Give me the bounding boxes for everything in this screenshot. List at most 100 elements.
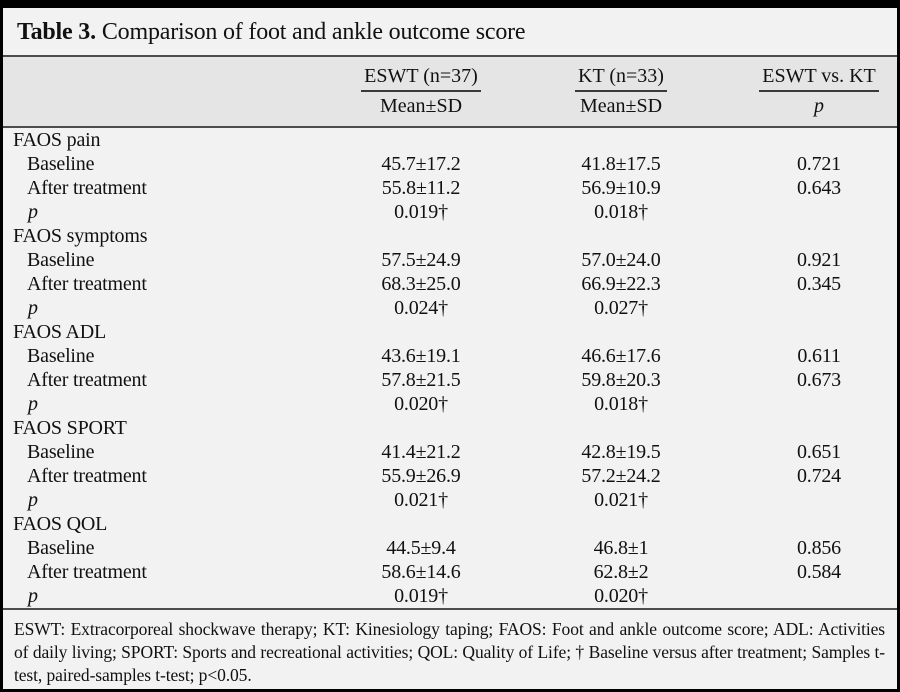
eswt-value-cell: 43.6±19.1 bbox=[381, 345, 461, 367]
p-value-cell: 0.584 bbox=[796, 561, 841, 583]
row-label-cell: After treatment bbox=[27, 369, 147, 391]
kt-value-cell: 56.9±10.9 bbox=[581, 177, 661, 199]
row-label-cell: FAOS ADL bbox=[13, 321, 107, 343]
p-value-cell bbox=[721, 584, 897, 608]
eswt-value-cell: 57.5±24.9 bbox=[381, 249, 461, 271]
group-label-eswt: ESWT (n=37) bbox=[361, 64, 481, 92]
kt-value-cell: 0.027† bbox=[594, 297, 648, 319]
table-row: FAOS SPORT bbox=[3, 416, 897, 440]
subheader-eswt-meansd: Mean±SD bbox=[379, 95, 463, 117]
row-label-cell: Baseline bbox=[27, 441, 95, 463]
row-label-cell: After treatment bbox=[27, 561, 147, 583]
table-row: FAOS pain bbox=[3, 127, 897, 152]
table-footnote: ESWT: Extracorporeal shockwave therapy; … bbox=[3, 608, 897, 689]
row-label-cell: FAOS QOL bbox=[13, 513, 108, 535]
kt-value-cell: 0.021† bbox=[594, 489, 648, 511]
row-label-cell: After treatment bbox=[27, 465, 147, 487]
kt-value-cell: 46.6±17.6 bbox=[581, 345, 661, 367]
table-row: p 0.019† 0.020† bbox=[3, 584, 897, 608]
row-label-cell: p bbox=[28, 201, 38, 223]
table-row: After treatment 55.9±26.9 57.2±24.2 0.72… bbox=[3, 464, 897, 488]
p-value-cell bbox=[721, 512, 897, 536]
kt-value-cell bbox=[521, 320, 721, 344]
row-label-cell: FAOS symptoms bbox=[13, 225, 148, 247]
kt-value-cell bbox=[521, 512, 721, 536]
eswt-value-cell: 55.8±11.2 bbox=[381, 177, 461, 199]
row-label-cell: Baseline bbox=[27, 153, 95, 175]
eswt-value-cell: 57.8±21.5 bbox=[381, 369, 461, 391]
row-label-cell: p bbox=[28, 393, 38, 415]
header-group-comparison: ESWT vs. KT p bbox=[721, 55, 897, 128]
p-value-cell: 0.643 bbox=[796, 177, 841, 199]
eswt-value-cell: 68.3±25.0 bbox=[381, 273, 461, 295]
eswt-value-cell: 0.021† bbox=[394, 489, 448, 511]
eswt-value-cell bbox=[321, 416, 521, 440]
p-value-cell: 0.651 bbox=[796, 441, 841, 463]
eswt-value-cell bbox=[321, 127, 521, 152]
group-label-kt: KT (n=33) bbox=[575, 64, 667, 92]
table-caption: Comparison of foot and ankle outcome sco… bbox=[101, 19, 526, 45]
table-row: After treatment 57.8±21.5 59.8±20.3 0.67… bbox=[3, 368, 897, 392]
p-value-cell: 0.724 bbox=[796, 465, 841, 487]
table-row: FAOS symptoms bbox=[3, 224, 897, 248]
eswt-value-cell: 55.9±26.9 bbox=[381, 465, 461, 487]
table-row: Baseline 41.4±21.2 42.8±19.5 0.651 bbox=[3, 440, 897, 464]
table-row: p 0.024† 0.027† bbox=[3, 296, 897, 320]
table-row: Baseline 43.6±19.1 46.6±17.6 0.611 bbox=[3, 344, 897, 368]
table-body: FAOS pain Baseline 45.7±17.2 41.8±17.5 0… bbox=[3, 127, 897, 608]
kt-value-cell bbox=[521, 416, 721, 440]
p-value-cell bbox=[721, 488, 897, 512]
p-value-cell: 0.611 bbox=[797, 345, 841, 367]
p-value-cell bbox=[721, 296, 897, 320]
p-value-cell bbox=[721, 200, 897, 224]
p-value-cell bbox=[721, 127, 897, 152]
subheader-p: p bbox=[814, 95, 824, 117]
p-value-cell: 0.921 bbox=[796, 249, 841, 271]
table-row: Baseline 45.7±17.2 41.8±17.5 0.721 bbox=[3, 152, 897, 176]
eswt-value-cell bbox=[321, 224, 521, 248]
table-row: Baseline 44.5±9.4 46.8±1 0.856 bbox=[3, 536, 897, 560]
table-header: ESWT (n=37) Mean±SD KT (n=33) Mean±SD ES… bbox=[3, 55, 897, 128]
row-label-cell: p bbox=[28, 489, 38, 511]
p-value-cell bbox=[721, 320, 897, 344]
p-value-cell bbox=[721, 224, 897, 248]
table-row: p 0.021† 0.021† bbox=[3, 488, 897, 512]
table-number: Table 3. bbox=[17, 19, 96, 45]
eswt-value-cell: 58.6±14.6 bbox=[381, 561, 461, 583]
p-value-cell: 0.856 bbox=[796, 537, 841, 559]
table-row: p 0.019† 0.018† bbox=[3, 200, 897, 224]
p-value-cell: 0.345 bbox=[796, 273, 841, 295]
row-label-cell: p bbox=[28, 585, 38, 607]
eswt-value-cell: 0.019† bbox=[394, 201, 448, 223]
kt-value-cell: 57.0±24.0 bbox=[581, 249, 661, 271]
kt-value-cell: 62.8±2 bbox=[593, 561, 649, 583]
row-label-cell: After treatment bbox=[27, 177, 147, 199]
kt-value-cell bbox=[521, 127, 721, 152]
header-group-eswt: ESWT (n=37) Mean±SD bbox=[321, 55, 521, 128]
kt-value-cell: 41.8±17.5 bbox=[581, 153, 661, 175]
eswt-value-cell: 44.5±9.4 bbox=[386, 537, 456, 559]
outcome-score-table: ESWT (n=37) Mean±SD KT (n=33) Mean±SD ES… bbox=[3, 55, 897, 608]
table-row: p 0.020† 0.018† bbox=[3, 392, 897, 416]
eswt-value-cell: 41.4±21.2 bbox=[381, 441, 461, 463]
header-group-kt: KT (n=33) Mean±SD bbox=[521, 55, 721, 128]
table-row: After treatment 58.6±14.6 62.8±2 0.584 bbox=[3, 560, 897, 584]
kt-value-cell: 0.020† bbox=[594, 585, 648, 607]
eswt-value-cell: 0.020† bbox=[394, 393, 448, 415]
table-row: FAOS ADL bbox=[3, 320, 897, 344]
table-row: After treatment 68.3±25.0 66.9±22.3 0.34… bbox=[3, 272, 897, 296]
row-label-cell: Baseline bbox=[27, 345, 95, 367]
subheader-kt-meansd: Mean±SD bbox=[579, 95, 663, 117]
eswt-value-cell: 45.7±17.2 bbox=[381, 153, 461, 175]
kt-value-cell: 0.018† bbox=[594, 201, 648, 223]
row-label-cell: After treatment bbox=[27, 273, 147, 295]
p-value-cell bbox=[721, 416, 897, 440]
kt-value-cell: 59.8±20.3 bbox=[581, 369, 661, 391]
p-value-cell bbox=[721, 392, 897, 416]
p-value-cell: 0.673 bbox=[796, 369, 841, 391]
row-label-cell: FAOS SPORT bbox=[13, 417, 127, 439]
kt-value-cell: 42.8±19.5 bbox=[581, 441, 661, 463]
table-row: After treatment 55.8±11.2 56.9±10.9 0.64… bbox=[3, 176, 897, 200]
group-label-eswt-vs-kt: ESWT vs. KT bbox=[759, 64, 879, 92]
